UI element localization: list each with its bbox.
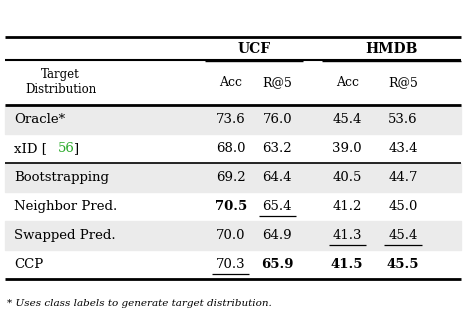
Bar xyxy=(5,163,461,192)
Text: UCF: UCF xyxy=(237,42,271,56)
Text: ]: ] xyxy=(73,142,78,155)
Text: 64.9: 64.9 xyxy=(262,229,292,242)
Text: 45.4: 45.4 xyxy=(332,113,362,126)
Text: * Uses class labels to generate target distribution.: * Uses class labels to generate target d… xyxy=(7,299,272,308)
Text: 40.5: 40.5 xyxy=(332,171,362,184)
Text: R@5: R@5 xyxy=(388,76,418,89)
Text: 41.3: 41.3 xyxy=(332,229,362,242)
Text: 45.5: 45.5 xyxy=(387,258,419,271)
Text: 70.3: 70.3 xyxy=(216,258,246,271)
Bar xyxy=(5,221,461,250)
Text: xID [: xID [ xyxy=(14,142,47,155)
Text: 65.9: 65.9 xyxy=(261,258,294,271)
Text: 41.5: 41.5 xyxy=(331,258,363,271)
Text: 65.4: 65.4 xyxy=(262,200,292,213)
Text: 68.0: 68.0 xyxy=(216,142,246,155)
Text: Acc: Acc xyxy=(219,76,242,89)
Text: HMDB: HMDB xyxy=(365,42,418,56)
Text: 41.2: 41.2 xyxy=(332,200,362,213)
Text: 45.0: 45.0 xyxy=(388,200,418,213)
Text: 44.7: 44.7 xyxy=(388,171,418,184)
Text: 56: 56 xyxy=(58,142,75,155)
Text: 39.0: 39.0 xyxy=(332,142,362,155)
Text: Acc: Acc xyxy=(336,76,359,89)
Text: R@5: R@5 xyxy=(262,76,292,89)
Text: 73.6: 73.6 xyxy=(216,113,246,126)
Text: 64.4: 64.4 xyxy=(262,171,292,184)
Text: Bootstrapping: Bootstrapping xyxy=(14,171,109,184)
Text: 69.2: 69.2 xyxy=(216,171,246,184)
Text: Oracle*: Oracle* xyxy=(14,113,65,126)
Text: Target
Distribution: Target Distribution xyxy=(25,68,96,96)
Text: 63.2: 63.2 xyxy=(262,142,292,155)
Text: CCP: CCP xyxy=(14,258,43,271)
Text: 43.4: 43.4 xyxy=(388,142,418,155)
Text: 70.5: 70.5 xyxy=(214,200,247,213)
Bar xyxy=(5,105,461,134)
Text: 76.0: 76.0 xyxy=(262,113,292,126)
Text: Neighbor Pred.: Neighbor Pred. xyxy=(14,200,117,213)
Text: 45.4: 45.4 xyxy=(388,229,418,242)
Text: 70.0: 70.0 xyxy=(216,229,246,242)
Text: 53.6: 53.6 xyxy=(388,113,418,126)
Text: Swapped Pred.: Swapped Pred. xyxy=(14,229,116,242)
